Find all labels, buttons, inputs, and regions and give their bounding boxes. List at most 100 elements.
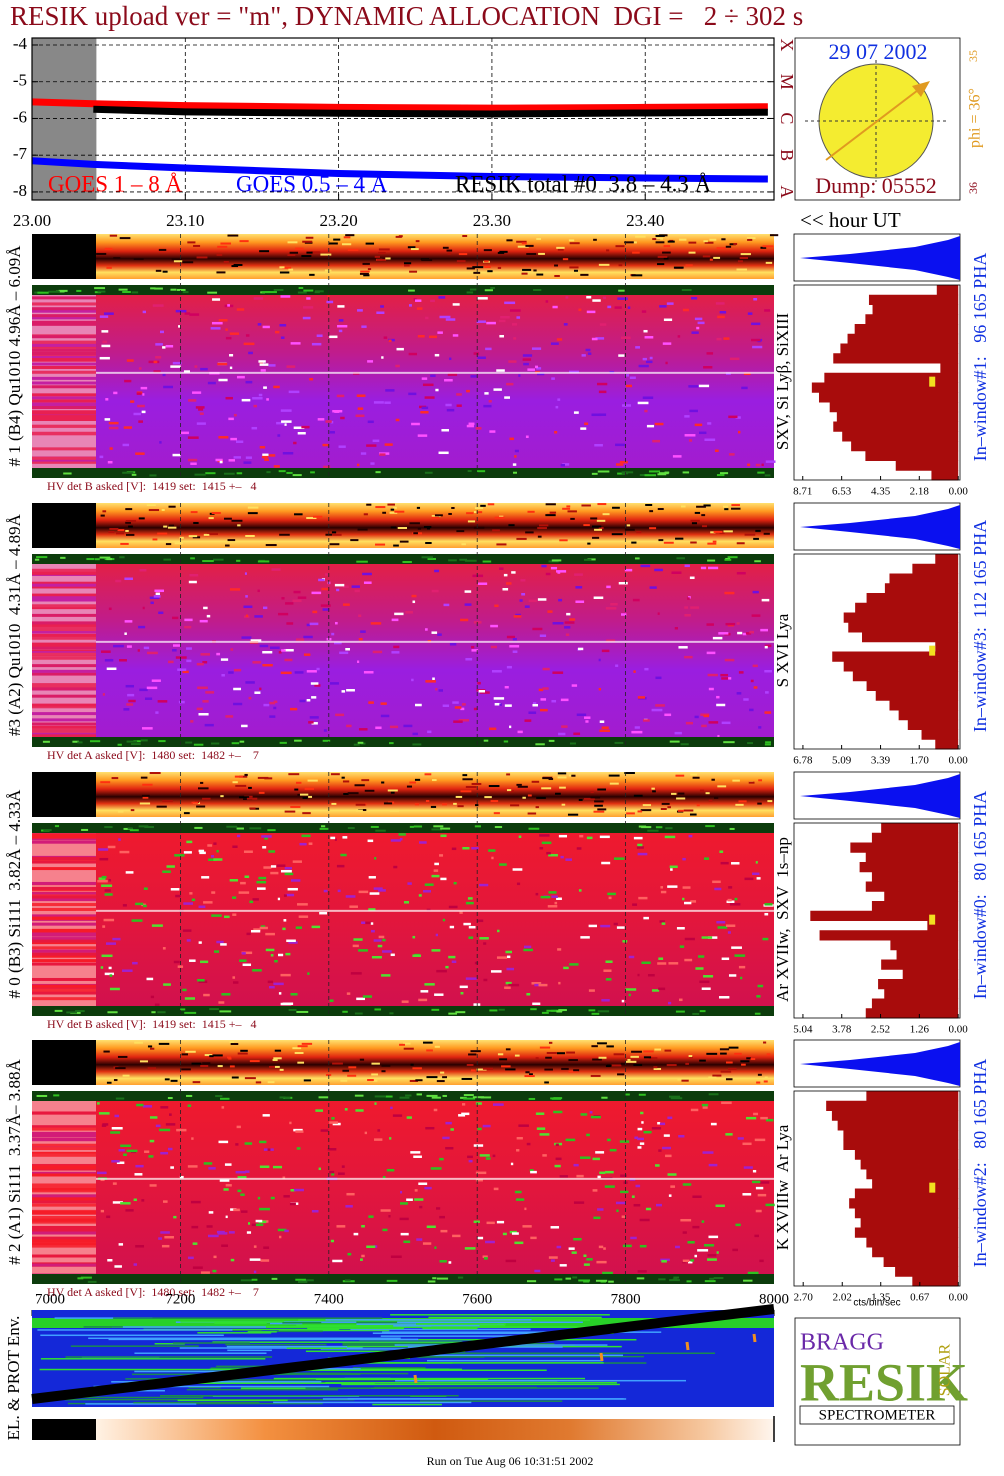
y-tick-label: -8 [13,181,27,200]
image-texture [700,713,710,716]
image-texture [516,1136,523,1140]
image-texture [663,1134,670,1137]
image-texture [445,1146,454,1150]
image-texture [522,358,532,361]
image-texture [620,613,627,616]
strip-texture [147,1045,153,1048]
image-texture [473,707,478,711]
image-texture [262,453,269,457]
image-texture [637,843,643,847]
image-texture [529,1169,534,1172]
sun-date: 29 07 2002 [829,39,928,64]
strip-texture [573,269,578,272]
image-texture [269,715,276,718]
strip-texture [170,1079,178,1082]
phi-arrow [825,83,927,161]
image-texture [327,1148,337,1151]
image-texture [368,908,376,911]
image-texture [660,886,664,889]
image-texture [347,1252,352,1256]
image-texture [224,1163,232,1166]
env-texture [397,1321,583,1324]
strip-texture [390,508,395,511]
strip-texture [371,1062,380,1065]
image-texture [489,727,497,731]
image-texture [408,352,418,356]
strip-texture [342,1069,350,1072]
image-texture [452,701,459,704]
image-texture [126,359,134,362]
image-texture [374,1102,377,1105]
hist-bar [896,949,959,960]
image-texture [162,1200,168,1203]
image-texture [684,901,692,905]
image-texture [493,697,505,700]
strip-texture [284,810,296,813]
band-texture [320,825,326,828]
image-texture [506,665,512,669]
strip-texture [425,800,430,803]
image-texture [98,848,109,851]
strip-texture [666,1064,677,1067]
image-texture [403,724,413,728]
image-texture [581,354,586,357]
image-base [96,823,774,1016]
image-texture [518,374,521,377]
image-texture [638,896,648,900]
image-texture [356,394,366,397]
image-texture [752,1180,761,1184]
image-texture [337,305,345,308]
env-texture [410,1352,716,1354]
image-texture [642,719,650,722]
band-texture [723,741,735,744]
image-texture [521,593,526,596]
image-texture [325,420,332,423]
strip-texture [713,256,721,259]
strip-texture [211,512,221,515]
image-texture [707,566,719,570]
strip-texture [146,504,156,507]
image-texture [633,836,643,840]
image-texture [448,905,458,909]
image-texture [460,618,469,622]
image-texture [561,725,568,728]
image-texture [276,864,286,867]
band-bottom [32,1274,774,1284]
image-texture [198,849,205,853]
strip-texture [426,1049,433,1052]
band-texture [657,473,667,476]
strip-texture [527,510,535,513]
band-texture [87,1280,97,1283]
image-texture [657,612,660,615]
strip-texture [448,512,452,515]
strip-texture [331,531,337,534]
image-texture [644,409,648,413]
image-texture [591,413,602,417]
hist-bar [902,969,959,980]
image-texture [340,416,345,420]
band-texture [144,826,155,829]
image-texture [285,893,295,897]
image-texture [727,931,731,934]
strip-texture [655,234,665,237]
image-texture [760,628,768,632]
strip-texture [537,527,547,530]
image-texture [551,699,557,703]
image-texture [670,868,673,871]
strip-texture [462,235,468,238]
hist-bar [872,1178,959,1189]
image-texture [580,1113,588,1116]
image-texture [434,993,444,996]
band-texture [754,560,761,563]
hist-bar [836,411,959,422]
image-texture [413,1155,422,1159]
env-tick-label: 7200 [165,1291,195,1307]
hist-bar [862,632,959,643]
image-texture [511,571,516,574]
image-texture [142,1105,153,1108]
hist-bar [852,671,959,682]
image-texture [752,345,763,349]
strip-texture [311,251,321,254]
strip-texture [626,812,635,815]
image-texture [637,1270,647,1273]
